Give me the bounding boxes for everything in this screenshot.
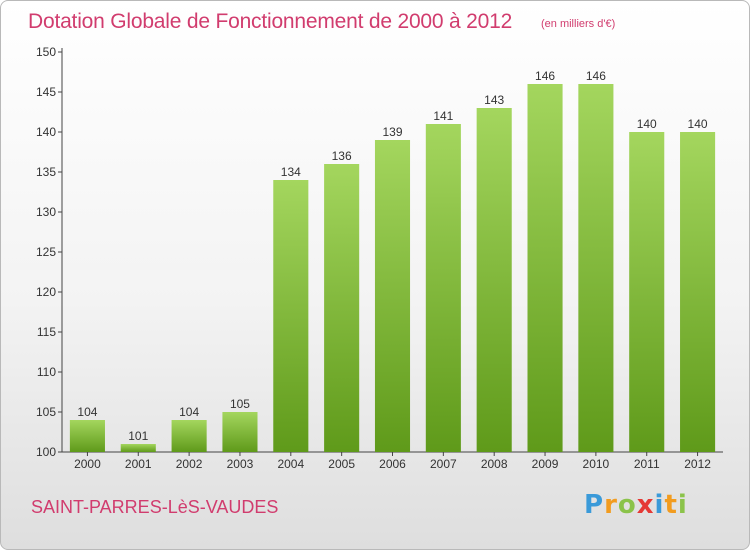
bar-2000 xyxy=(69,420,105,452)
bar-2005 xyxy=(324,164,360,452)
bar-2012 xyxy=(680,132,716,452)
x-tick-label: 2003 xyxy=(227,457,254,471)
x-tick-label: 2002 xyxy=(176,457,203,471)
bar-2004 xyxy=(273,180,309,452)
y-tick-label: 130 xyxy=(36,205,56,219)
data-label-2010: 146 xyxy=(586,69,606,83)
data-label-2011: 140 xyxy=(637,117,657,131)
logo-letter: P xyxy=(584,490,605,520)
x-tick-label: 2004 xyxy=(277,457,304,471)
data-label-2009: 146 xyxy=(535,69,555,83)
logo-letter: x xyxy=(636,490,655,520)
bar-2010 xyxy=(578,84,614,452)
y-tick-label: 110 xyxy=(37,365,56,379)
x-tick-label: 2005 xyxy=(328,457,355,471)
logo-letter: i xyxy=(654,490,665,520)
bar-2001 xyxy=(120,444,156,452)
bar-2003 xyxy=(222,412,258,452)
logo-letter: o xyxy=(617,490,637,520)
y-tick-label: 125 xyxy=(36,245,56,259)
y-tick-label: 140 xyxy=(36,125,56,139)
y-tick-label: 145 xyxy=(36,85,56,99)
logo-letter: t xyxy=(664,490,678,520)
commune-name: SAINT-PARRES-LèS-VAUDES xyxy=(31,497,279,517)
data-label-2012: 140 xyxy=(688,117,708,131)
x-tick-label: 2011 xyxy=(634,457,660,471)
data-label-2006: 139 xyxy=(382,125,402,139)
x-tick-label: 2008 xyxy=(481,457,508,471)
y-tick-label: 105 xyxy=(36,405,56,419)
y-tick-label: 150 xyxy=(36,45,56,59)
x-axis: 2000 2001 2002 2003 2004 2005 2006 2007 2008 2009… xyxy=(62,451,723,471)
chart-title: Dotation Globale de Fonctionnement de 20… xyxy=(28,10,513,33)
data-label-2003: 105 xyxy=(230,397,250,411)
bar-2011 xyxy=(629,132,665,452)
y-tick-label: 120 xyxy=(36,285,56,299)
data-label-2008: 143 xyxy=(484,93,504,107)
data-label-2000: 104 xyxy=(77,405,97,419)
x-tick-label: 2006 xyxy=(379,457,406,471)
x-tick-label: 2009 xyxy=(532,457,559,471)
chart-unit: (en milliers d'€) xyxy=(541,18,616,30)
y-tick-label: 100 xyxy=(36,445,56,459)
x-tick-label: 2000 xyxy=(74,457,101,471)
y-tick-label: 115 xyxy=(37,325,56,339)
x-tick-label: 2001 xyxy=(125,457,152,471)
data-label-2001: 101 xyxy=(128,429,148,443)
y-tick-label: 135 xyxy=(36,165,56,179)
data-label-2002: 104 xyxy=(179,405,199,419)
data-label-2005: 136 xyxy=(332,149,352,163)
bar-2008 xyxy=(476,108,512,452)
data-label-2007: 141 xyxy=(433,109,453,123)
logo-letter: i xyxy=(677,490,688,520)
data-labels: 104 101 104 105 134 136 139 141 143 146 146 140 140 xyxy=(77,69,708,443)
x-tick-label: 2012 xyxy=(684,457,711,471)
bar-2006 xyxy=(374,140,411,452)
logo-letter: r xyxy=(604,490,618,520)
data-label-2004: 134 xyxy=(281,165,301,179)
bar-2009 xyxy=(527,84,563,452)
x-tick-label: 2010 xyxy=(583,457,610,471)
bars xyxy=(69,84,716,452)
x-tick-label: 2007 xyxy=(430,457,457,471)
bar-2007 xyxy=(425,124,461,452)
y-axis: 100 105 110 115 120 125 130 135 140 145 150 xyxy=(36,45,63,459)
bar-2002 xyxy=(171,420,207,452)
proxiti-logo[interactable]: Proxiti xyxy=(584,490,688,520)
